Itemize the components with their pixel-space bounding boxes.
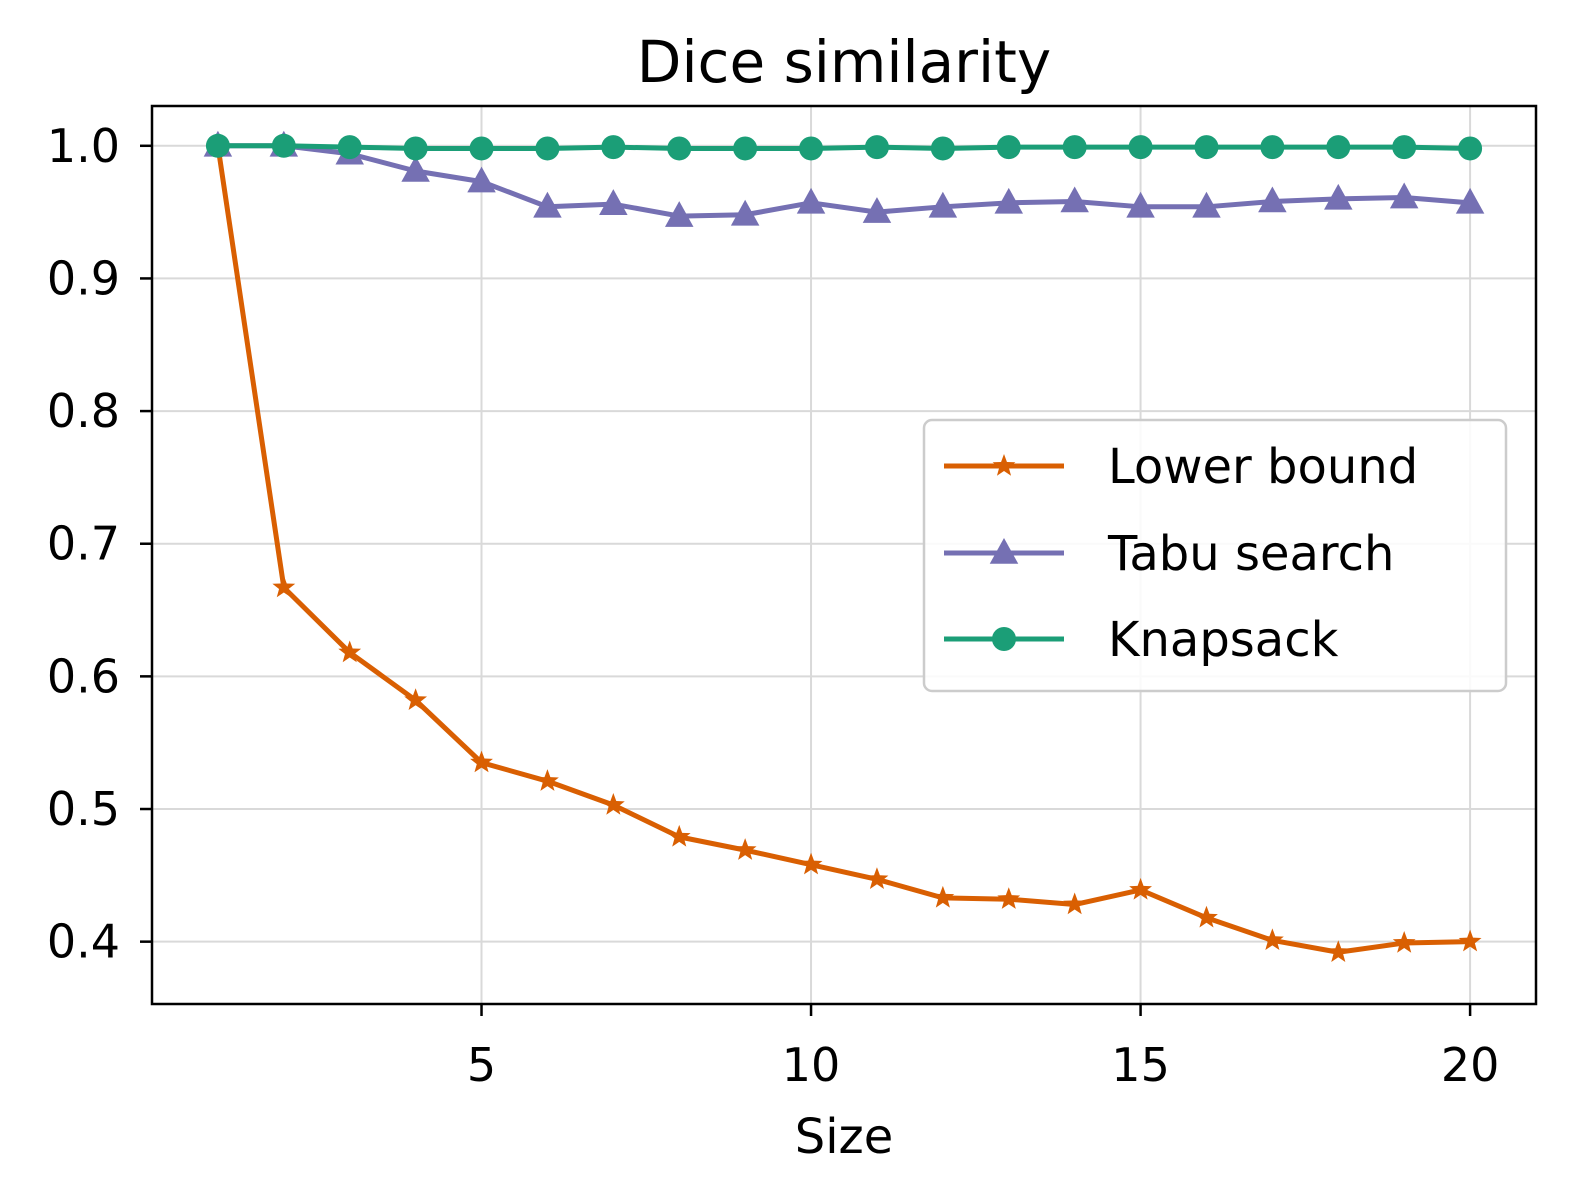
data-point (799, 852, 823, 875)
chart-title: Dice similarity (637, 28, 1051, 96)
data-point (533, 191, 562, 218)
data-point (1062, 135, 1087, 160)
data-point (272, 575, 296, 598)
plot-area-frame (150, 104, 1538, 1006)
data-point (1326, 940, 1350, 962)
legend-label: Lower bound (1108, 439, 1418, 495)
data-point (1126, 191, 1155, 218)
legend-entry: Knapsack (944, 612, 1339, 668)
data-point (796, 187, 826, 214)
series-line (215, 143, 1473, 955)
axis-ticks: 5 10 15 20 0.4 0.5 0.6 0.7 0.8 0.9 1.0 (47, 119, 1500, 1092)
x-tick-label: 5 (467, 1038, 496, 1092)
data-point (601, 793, 625, 815)
x-tick-label: 20 (1441, 1038, 1500, 1092)
data-point (470, 750, 493, 773)
data-point (535, 136, 560, 161)
legend-entry: Lower bound (944, 439, 1418, 495)
data-point (931, 885, 955, 908)
y-tick-label: 0.8 (47, 384, 120, 438)
data-point (467, 166, 496, 193)
data-point (1392, 930, 1416, 953)
y-tick-label: 0.4 (47, 915, 120, 969)
legend-swatch-marker (989, 538, 1019, 564)
data-point (1326, 135, 1351, 160)
y-tick-label: 0.6 (47, 649, 120, 703)
data-point (1458, 929, 1482, 952)
y-tick-label: 0.5 (47, 782, 120, 836)
data-point (1129, 877, 1152, 900)
data-point (1324, 183, 1353, 210)
data-point (664, 201, 694, 227)
data-point (1128, 135, 1153, 160)
x-tick-label: 10 (782, 1038, 841, 1092)
data-point (599, 189, 628, 215)
series-2 (205, 133, 1483, 161)
data-point (1389, 182, 1419, 209)
data-point (469, 136, 494, 161)
data-point (403, 136, 428, 161)
data-point (994, 187, 1024, 214)
series-lines (203, 130, 1485, 962)
data-point (1392, 135, 1417, 160)
legend-label: Tabu search (1107, 526, 1394, 582)
data-point (401, 155, 430, 182)
data-point (1063, 892, 1087, 915)
data-point (1455, 187, 1485, 214)
x-axis-label: Size (795, 1109, 894, 1165)
data-point (667, 136, 692, 161)
data-point (799, 136, 824, 161)
legend-entry: Tabu search (944, 526, 1394, 582)
legend-box (922, 418, 1508, 693)
series-0 (206, 133, 1482, 962)
data-point (1258, 186, 1287, 213)
data-point (928, 191, 958, 218)
data-point (1195, 905, 1218, 928)
data-point (337, 135, 362, 160)
data-point (404, 688, 428, 710)
data-point (601, 135, 626, 160)
data-point (730, 199, 760, 226)
data-point (864, 135, 889, 160)
legend-swatch-marker (992, 454, 1016, 476)
data-point (1060, 186, 1089, 213)
series-line (215, 143, 1473, 219)
data-point (997, 887, 1021, 909)
data-point (733, 136, 758, 161)
data-point (996, 135, 1021, 160)
data-point (862, 197, 892, 223)
data-point (1192, 191, 1221, 218)
y-tick-label: 1.0 (47, 119, 120, 173)
data-point (205, 133, 230, 158)
data-point (1194, 135, 1219, 160)
data-point (667, 824, 691, 847)
data-point (1260, 928, 1284, 951)
legend: Lower bound Tabu search Knapsack (922, 418, 1508, 693)
data-point (930, 136, 955, 161)
x-tick-label: 15 (1111, 1038, 1170, 1092)
y-tick-label: 0.7 (47, 517, 120, 571)
data-point (271, 133, 296, 158)
data-point (865, 867, 889, 890)
legend-label: Knapsack (1108, 612, 1339, 668)
data-point (1260, 135, 1285, 160)
y-tick-label: 0.9 (47, 251, 120, 305)
data-point (338, 640, 362, 663)
legend-swatch-marker (992, 627, 1016, 651)
data-point (536, 769, 559, 791)
data-point (733, 838, 757, 860)
data-point (1458, 136, 1483, 161)
